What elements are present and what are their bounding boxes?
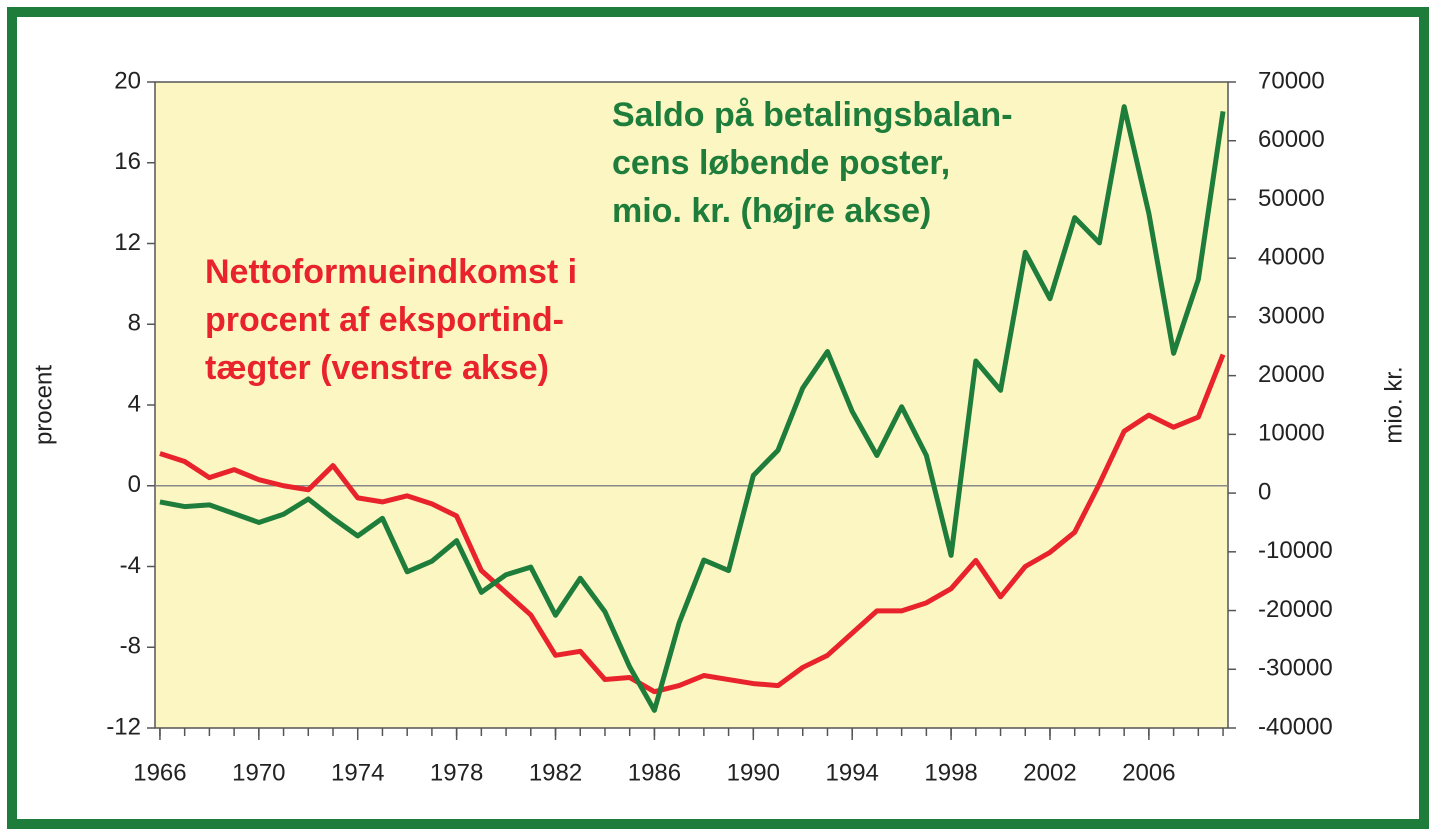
y-tick-label: 20 — [114, 67, 141, 94]
x-tick-label: 1990 — [727, 759, 780, 786]
x-tick-label: 1998 — [924, 759, 977, 786]
x-tick-label: 1978 — [430, 759, 483, 786]
plot-area — [154, 81, 1229, 729]
series-label: Nettoformueindkomst i — [205, 253, 577, 291]
x-tick-label: 1982 — [529, 759, 582, 786]
x-tick-label: 2006 — [1122, 759, 1175, 786]
y2-axis-label: mio. kr. — [1380, 366, 1407, 443]
y2-tick-label: 0 — [1258, 478, 1271, 505]
y-tick-label: 0 — [128, 471, 141, 498]
series-label: Saldo på betalingsbalan- — [612, 96, 1013, 134]
y2-tick-label: 60000 — [1258, 126, 1325, 153]
series-label: cens løbende poster, — [612, 144, 950, 182]
y-tick-label: 12 — [114, 229, 141, 256]
series-label: mio. kr. (højre akse) — [612, 192, 931, 230]
y2-tick-label: 30000 — [1258, 302, 1325, 329]
y2-tick-label: -40000 — [1258, 713, 1333, 740]
y-tick-label: -12 — [106, 713, 141, 740]
y2-tick-label: -30000 — [1258, 655, 1333, 682]
x-tick-label: 1970 — [232, 759, 285, 786]
y2-tick-label: -20000 — [1258, 596, 1333, 623]
x-tick-label: 1974 — [331, 759, 384, 786]
y-tick-label: 16 — [114, 148, 141, 175]
y2-tick-label: -10000 — [1258, 537, 1333, 564]
y2-tick-label: 50000 — [1258, 185, 1325, 212]
series-label: procent af eksportind- — [205, 301, 564, 339]
x-tick-label: 1986 — [628, 759, 681, 786]
y-axis-label: procent — [30, 365, 57, 445]
y-tick-label: 8 — [128, 310, 141, 337]
series-line — [159, 353, 1226, 695]
x-tick-label: 2002 — [1023, 759, 1076, 786]
series-line — [159, 104, 1226, 713]
y2-tick-label: 40000 — [1258, 244, 1325, 271]
y-tick-label: -4 — [120, 552, 141, 579]
y2-tick-label: 20000 — [1258, 361, 1325, 388]
y-tick-label: -8 — [120, 633, 141, 660]
y2-tick-label: 10000 — [1258, 420, 1325, 447]
y2-tick-label: 70000 — [1258, 67, 1325, 94]
series-label: tægter (venstre akse) — [205, 349, 549, 387]
x-tick-label: 1966 — [133, 759, 186, 786]
y-tick-label: 4 — [128, 390, 141, 417]
x-tick-label: 1994 — [826, 759, 879, 786]
